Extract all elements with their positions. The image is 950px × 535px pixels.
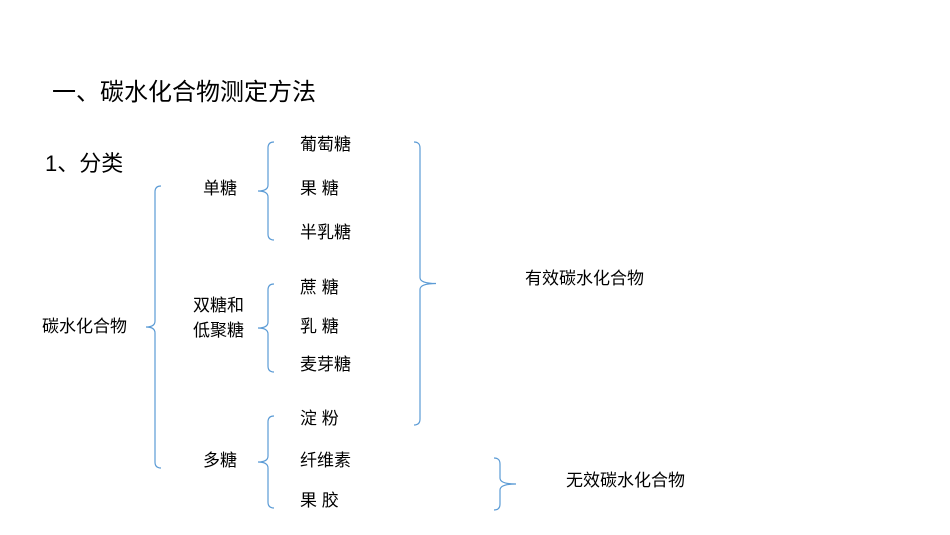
node-glucose: 葡萄糖 <box>300 130 351 155</box>
brace-ineffective <box>498 456 518 512</box>
node-polysaccharide: 多糖 <box>203 446 237 471</box>
node-pectin: 果 胶 <box>300 486 339 511</box>
node-starch: 淀 粉 <box>300 404 339 429</box>
brace-root <box>144 184 157 470</box>
node-fructose: 果 糖 <box>300 174 339 199</box>
node-disaccharide: 双糖和 低聚糖 <box>193 291 244 341</box>
brace-poly <box>256 414 270 510</box>
node-root: 碳水化合物 <box>42 312 127 337</box>
brace-mono <box>256 140 270 242</box>
node-sucrose: 蔗 糖 <box>300 273 339 298</box>
brace-effective <box>418 140 438 427</box>
brace-di <box>256 282 270 374</box>
section-subtitle: 1、分类 <box>45 146 123 178</box>
label-effective-carbs: 有效碳水化合物 <box>525 264 644 289</box>
node-maltose: 麦芽糖 <box>300 350 351 375</box>
node-disaccharide-line2: 低聚糖 <box>193 321 244 340</box>
node-cellulose: 纤维素 <box>300 446 351 471</box>
main-title: 一、碳水化合物测定方法 <box>52 72 316 107</box>
node-monosaccharide: 单糖 <box>203 174 237 199</box>
node-galactose: 半乳糖 <box>300 218 351 243</box>
node-disaccharide-line1: 双糖和 <box>193 296 244 315</box>
label-ineffective-carbs: 无效碳水化合物 <box>566 466 685 491</box>
node-lactose: 乳 糖 <box>300 312 339 337</box>
